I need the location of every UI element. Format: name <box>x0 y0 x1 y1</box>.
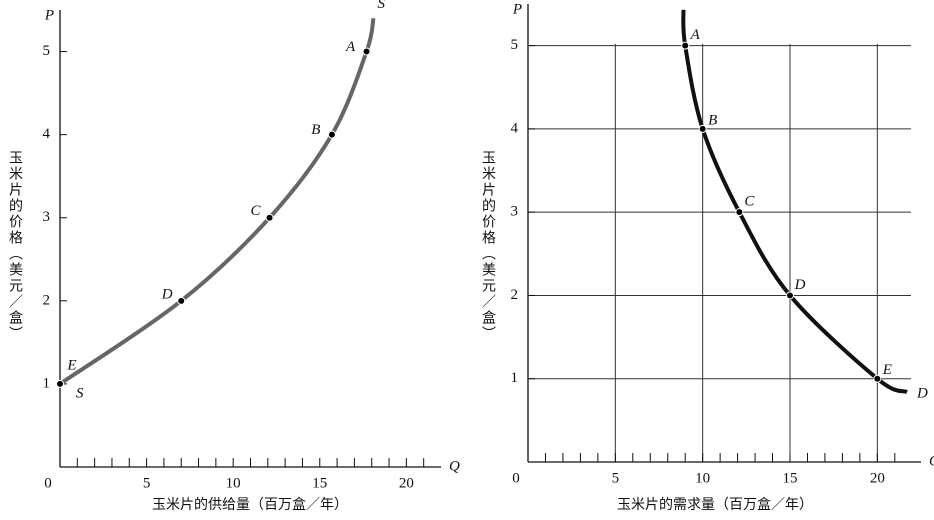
x-tick-label: 5 <box>612 470 620 486</box>
y-tick-label: 3 <box>511 204 519 220</box>
x-tick-label: 20 <box>399 475 414 491</box>
x-tick-label: 5 <box>143 475 151 491</box>
y-tick-label: 2 <box>43 292 51 308</box>
x-tick-label: 0 <box>512 470 520 486</box>
curve <box>58 17 376 386</box>
x-tick-label: 10 <box>695 470 710 486</box>
point-label: A <box>345 39 356 55</box>
point-label: C <box>744 194 755 210</box>
x-axis-label: Q <box>929 453 934 469</box>
curve-label: D <box>676 0 688 3</box>
y-tick-label: 2 <box>511 287 519 303</box>
y-tick-label: 4 <box>43 126 51 142</box>
point <box>735 208 744 217</box>
point <box>873 374 882 383</box>
point <box>177 296 186 305</box>
y-axis-label: P <box>44 7 54 23</box>
x-tick-label: 15 <box>783 470 798 486</box>
point-label: D <box>161 286 173 302</box>
y-tick-label: 1 <box>43 375 51 391</box>
x-axis-label: Q <box>449 458 460 474</box>
curve-label: S <box>377 0 385 12</box>
point <box>681 41 690 50</box>
x-tick-label: 0 <box>44 475 52 491</box>
curve-label: D <box>916 385 928 401</box>
x-title: 玉米片的需求量（百万盒／年） <box>617 496 813 513</box>
y-axis-label: P <box>512 1 522 17</box>
point-label: E <box>66 357 76 373</box>
point-label: E <box>882 362 892 378</box>
x-tick-label: 20 <box>870 470 885 486</box>
point <box>327 130 336 139</box>
curve <box>681 9 908 394</box>
curve-label: S <box>76 385 84 401</box>
y-title: 玉米片的价格（美元／盒） <box>7 150 23 342</box>
point-label: D <box>794 277 806 293</box>
point <box>786 291 794 300</box>
y-tick-label: 4 <box>511 120 519 136</box>
y-title: 玉米片的价格（美元／盒） <box>480 150 496 342</box>
point <box>698 124 707 133</box>
point <box>56 379 64 388</box>
point-label: A <box>690 27 701 43</box>
point-label: C <box>251 203 262 219</box>
y-tick-label: 3 <box>43 209 51 225</box>
x-tick-label: 10 <box>226 475 241 491</box>
point-label: B <box>311 122 320 138</box>
x-tick-label: 15 <box>312 475 327 491</box>
y-tick-label: 1 <box>511 370 519 386</box>
point <box>265 213 274 222</box>
point <box>362 47 371 56</box>
y-tick-label: 5 <box>43 43 51 59</box>
x-title: 玉米片的供给量（百万盒／年） <box>152 496 348 513</box>
point-label: B <box>708 112 717 128</box>
y-tick-label: 5 <box>511 37 519 53</box>
